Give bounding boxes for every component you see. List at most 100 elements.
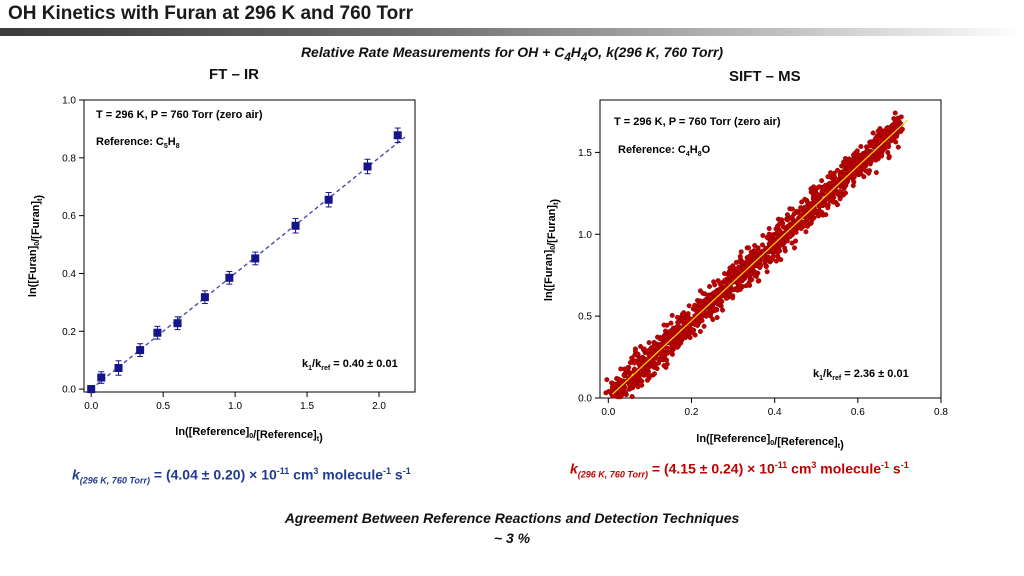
sift-data-point <box>802 204 808 210</box>
sift-x-tick-label: 0.0 <box>601 407 615 418</box>
sift-data-point <box>707 293 713 299</box>
sift-data-point <box>756 248 762 254</box>
sift-data-point <box>736 266 742 272</box>
sift-data-point <box>814 191 820 197</box>
sift-data-point <box>668 320 674 326</box>
ftir-panel-label: FT – IR <box>209 66 260 83</box>
sift-data-point <box>873 135 879 141</box>
sift-data-point <box>635 351 641 357</box>
ftir-y-tick-label: 0.4 <box>62 269 76 280</box>
sift-data-point <box>814 208 820 214</box>
sift-y-tick-label: 1.5 <box>578 148 592 159</box>
sift-data-point <box>657 343 663 349</box>
sift-data-point <box>823 212 829 218</box>
sift-data-point <box>664 357 670 363</box>
sift-data-point <box>846 157 852 163</box>
sift-data-point <box>738 249 744 255</box>
sift-data-point <box>819 178 825 184</box>
sift-data-point <box>727 265 733 271</box>
sift-data-point <box>723 295 729 301</box>
footer-percentage: ~ 3 % <box>493 530 531 546</box>
ftir-data-point <box>225 273 234 282</box>
sift-data-point <box>803 229 809 235</box>
sift-data-point <box>701 323 707 329</box>
sift-data-point <box>898 129 904 135</box>
sift-data-point <box>895 144 901 150</box>
sift-data-point <box>625 377 631 383</box>
sift-data-point <box>681 312 687 318</box>
ftir-annotation-conditions: T = 296 K, P = 760 Torr (zero air) <box>96 109 263 121</box>
ftir-data-point <box>136 346 145 355</box>
sift-x-tick-label: 0.4 <box>768 407 782 418</box>
sift-chart: 0.0 0.2 0.4 0.6 0.8 0.0 0.5 1.0 1.5 T = 296 K, P… <box>543 99 948 451</box>
sift-data-point <box>647 373 653 379</box>
sift-data-point <box>657 336 663 342</box>
sift-data-point <box>687 335 693 341</box>
sift-data-point <box>893 119 899 125</box>
ftir-data-point <box>114 364 123 373</box>
sift-data-point <box>762 258 768 264</box>
ftir-data-point <box>200 293 209 302</box>
sift-data-point <box>670 343 676 349</box>
sift-data-point <box>723 279 729 285</box>
sift-data-point <box>645 366 651 372</box>
sift-data-point <box>707 283 713 289</box>
sift-data-point <box>645 348 651 354</box>
sift-y-tick-label: 0.5 <box>578 312 592 323</box>
sift-data-point <box>664 322 670 328</box>
ftir-annotation-reference: Reference: C5H8 <box>96 136 180 150</box>
sift-data-point <box>789 206 795 212</box>
ftir-y-axis-label: ln([Furan]0/[Furan]t) <box>27 195 45 298</box>
sift-data-point <box>650 359 656 365</box>
sift-data-point <box>864 159 870 165</box>
sift-data-point <box>885 143 891 149</box>
ftir-chart: 0.0 0.5 1.0 1.5 2.0 0.0 0.2 0.4 0.6 0.8 1.0 T = 29… <box>27 96 416 444</box>
sift-data-point <box>822 182 828 188</box>
sift-data-point <box>629 394 635 400</box>
sift-panel-label: SIFT – MS <box>729 68 801 85</box>
sift-data-point <box>784 212 790 218</box>
sift-data-point <box>669 312 675 318</box>
footer-agreement: Agreement Between Reference Reactions an… <box>284 510 740 526</box>
sift-data-point <box>745 245 751 251</box>
sift-data-point <box>852 150 858 156</box>
sift-data-point <box>652 362 658 368</box>
sift-data-point <box>651 344 657 350</box>
sift-data-point <box>638 356 644 362</box>
sift-data-point <box>700 290 706 296</box>
sift-data-point <box>720 307 726 313</box>
ftir-y-tick-label: 0.6 <box>62 211 76 222</box>
ftir-plot-frame <box>83 99 416 393</box>
sift-data-point <box>626 382 632 388</box>
sift-data-point <box>804 199 810 205</box>
sift-data-point <box>618 392 624 398</box>
ftir-data-point <box>393 131 402 140</box>
sift-data-point <box>629 355 635 361</box>
sift-data-point <box>740 259 746 265</box>
sift-data-point <box>711 305 717 311</box>
sift-data-point <box>697 306 703 312</box>
sift-data-point <box>673 338 679 344</box>
ftir-x-tick-label: 1.0 <box>228 401 242 412</box>
sift-data-point <box>669 335 675 341</box>
sift-data-point <box>672 328 678 334</box>
sift-data-point <box>692 305 698 311</box>
sift-data-point <box>692 322 698 328</box>
sift-data-point <box>842 161 848 167</box>
sift-data-point <box>743 283 749 289</box>
ftir-x-axis-label: ln([Reference]0/[Reference]t) <box>175 426 323 444</box>
sift-data-point <box>764 234 770 240</box>
sift-data-point <box>683 319 689 325</box>
sift-data-point <box>858 171 864 177</box>
ftir-ratio-annotation: k1/kref = 0.40 ± 0.01 <box>302 358 398 372</box>
sift-data-point <box>737 253 743 259</box>
sift-data-point <box>612 383 618 389</box>
sift-data-point <box>820 188 826 194</box>
sift-data-point <box>816 184 822 190</box>
sift-data-point <box>885 149 891 155</box>
sift-data-point <box>745 272 751 278</box>
sift-data-point <box>838 177 844 183</box>
sift-data-point <box>685 311 691 317</box>
sift-data-point <box>678 332 684 338</box>
slide-title: OH Kinetics with Furan at 296 K and 760 … <box>8 3 414 24</box>
